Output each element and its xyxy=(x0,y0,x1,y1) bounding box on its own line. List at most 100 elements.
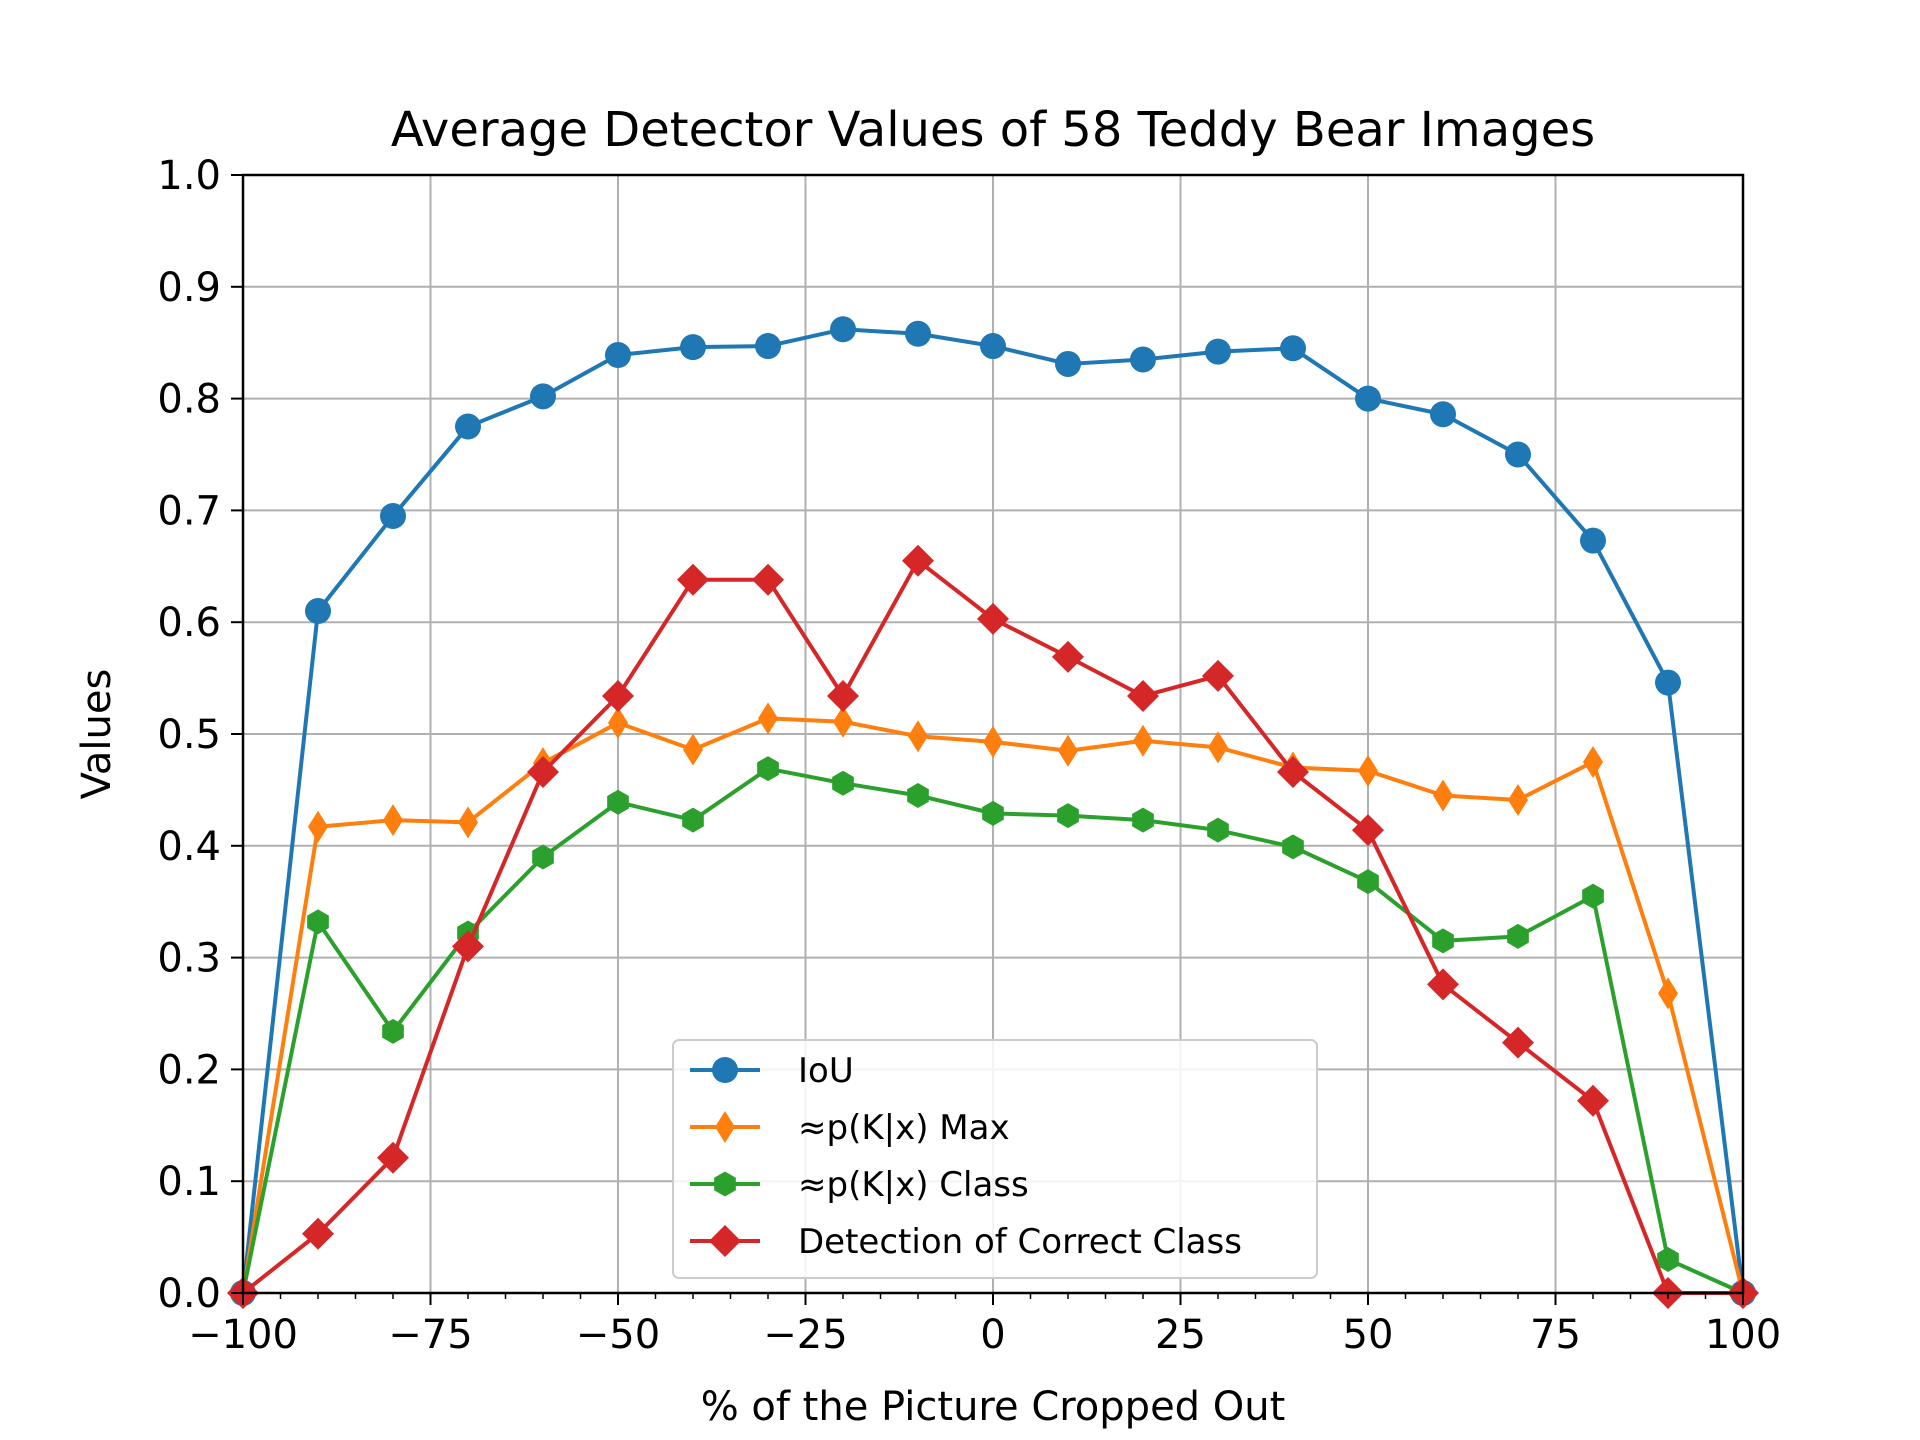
y-tick-label: 0.4 xyxy=(157,824,221,870)
data-point xyxy=(1658,977,1678,1010)
data-point xyxy=(1433,779,1453,812)
data-point xyxy=(1052,640,1084,673)
data-point xyxy=(1655,669,1681,696)
data-point xyxy=(833,705,853,738)
data-point xyxy=(832,770,854,796)
data-point xyxy=(1357,869,1379,895)
data-point xyxy=(1358,754,1378,787)
legend-entry: Detection of Correct Class xyxy=(690,1222,1242,1262)
y-tick-label: 0.7 xyxy=(157,488,221,534)
chart-title: Average Detector Values of 58 Teddy Bear… xyxy=(391,102,1595,158)
data-point xyxy=(308,810,328,843)
data-point xyxy=(683,733,703,766)
data-point xyxy=(605,341,631,368)
x-tick-label: 50 xyxy=(1343,1312,1394,1358)
data-point xyxy=(1352,814,1384,847)
y-axis-label: Values xyxy=(74,669,120,800)
legend: IoU ≈p(K|x) Max ≈p(K|x) Class Detection of … xyxy=(672,1039,1318,1279)
x-tick-label: −75 xyxy=(388,1312,472,1358)
data-point xyxy=(530,383,556,410)
data-point xyxy=(1282,834,1304,860)
legend-marker xyxy=(714,1171,736,1197)
data-point xyxy=(755,333,781,360)
data-point xyxy=(377,1141,409,1174)
data-point xyxy=(680,334,706,361)
series-3 xyxy=(227,544,1759,1309)
data-point xyxy=(1580,527,1606,554)
legend-label: ≈p(K|x) Class xyxy=(798,1165,1029,1205)
legend-label: ≈p(K|x) Max xyxy=(798,1108,1010,1148)
y-tick-label: 0.2 xyxy=(157,1047,221,1093)
data-point xyxy=(982,800,1004,826)
x-tick-label: 75 xyxy=(1530,1312,1581,1358)
data-point xyxy=(827,679,859,712)
legend-entry: IoU xyxy=(690,1051,854,1091)
x-tick-label: −25 xyxy=(763,1312,847,1358)
legend-label: IoU xyxy=(798,1051,854,1091)
legend-marker xyxy=(712,1057,738,1083)
data-point xyxy=(527,756,559,789)
data-point xyxy=(1055,350,1081,377)
y-tick-label: 0.6 xyxy=(157,600,221,646)
data-point xyxy=(1508,783,1528,816)
data-point xyxy=(602,679,634,712)
data-point xyxy=(1507,923,1529,949)
data-point xyxy=(302,1217,334,1250)
data-point xyxy=(1207,817,1229,843)
data-point xyxy=(1505,441,1531,468)
data-point xyxy=(1583,745,1603,778)
y-tick-label: 0.5 xyxy=(157,712,221,758)
x-axis-label: % of the Picture Cropped Out xyxy=(701,1384,1286,1430)
data-point xyxy=(608,706,628,739)
data-point xyxy=(452,930,484,963)
data-point xyxy=(907,782,929,808)
data-point xyxy=(757,756,779,782)
legend-marker xyxy=(709,1225,741,1257)
data-point xyxy=(1502,1026,1534,1059)
data-point xyxy=(682,807,704,833)
data-point xyxy=(758,702,778,735)
data-point xyxy=(977,602,1009,635)
y-tick-label: 1.0 xyxy=(157,153,221,199)
y-tick-label: 0.1 xyxy=(157,1159,221,1205)
y-tick-label: 0.3 xyxy=(157,936,221,982)
y-tick-label: 0.9 xyxy=(157,265,221,311)
data-point xyxy=(380,502,406,529)
x-tick-label: 25 xyxy=(1155,1312,1206,1358)
data-point xyxy=(830,316,856,343)
data-point xyxy=(1133,724,1153,757)
data-point xyxy=(1132,807,1154,833)
data-point xyxy=(1130,346,1156,373)
data-point xyxy=(905,320,931,347)
data-point xyxy=(532,844,554,870)
data-point xyxy=(983,725,1003,758)
data-point xyxy=(1582,883,1604,909)
data-point xyxy=(455,413,481,440)
data-point xyxy=(1205,338,1231,365)
y-tick-label: 0.8 xyxy=(157,377,221,423)
data-point xyxy=(383,804,403,837)
data-point xyxy=(677,563,709,596)
series-2 xyxy=(232,756,1754,1306)
data-point xyxy=(752,563,784,596)
data-point xyxy=(902,544,934,577)
data-point xyxy=(1202,659,1234,692)
legend-entry: ≈p(K|x) Max xyxy=(690,1108,1010,1148)
legend-entry: ≈p(K|x) Class xyxy=(690,1165,1029,1205)
data-point xyxy=(458,806,478,839)
data-point xyxy=(1577,1084,1609,1117)
x-tick-label: −50 xyxy=(576,1312,660,1358)
legend-marker xyxy=(715,1111,735,1143)
data-point xyxy=(607,789,629,815)
data-point xyxy=(1208,731,1228,764)
data-point xyxy=(1432,928,1454,954)
data-point xyxy=(1355,385,1381,412)
data-point xyxy=(908,720,928,753)
data-point xyxy=(1280,335,1306,362)
data-point xyxy=(305,598,331,625)
data-point xyxy=(1058,734,1078,767)
data-point xyxy=(382,1018,404,1044)
legend-label: Detection of Correct Class xyxy=(798,1222,1242,1262)
series-layer xyxy=(227,316,1759,1309)
